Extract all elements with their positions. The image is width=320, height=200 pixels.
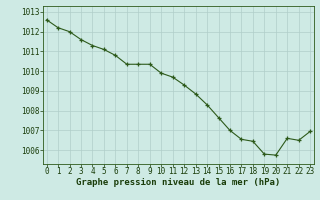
X-axis label: Graphe pression niveau de la mer (hPa): Graphe pression niveau de la mer (hPa) bbox=[76, 178, 281, 187]
